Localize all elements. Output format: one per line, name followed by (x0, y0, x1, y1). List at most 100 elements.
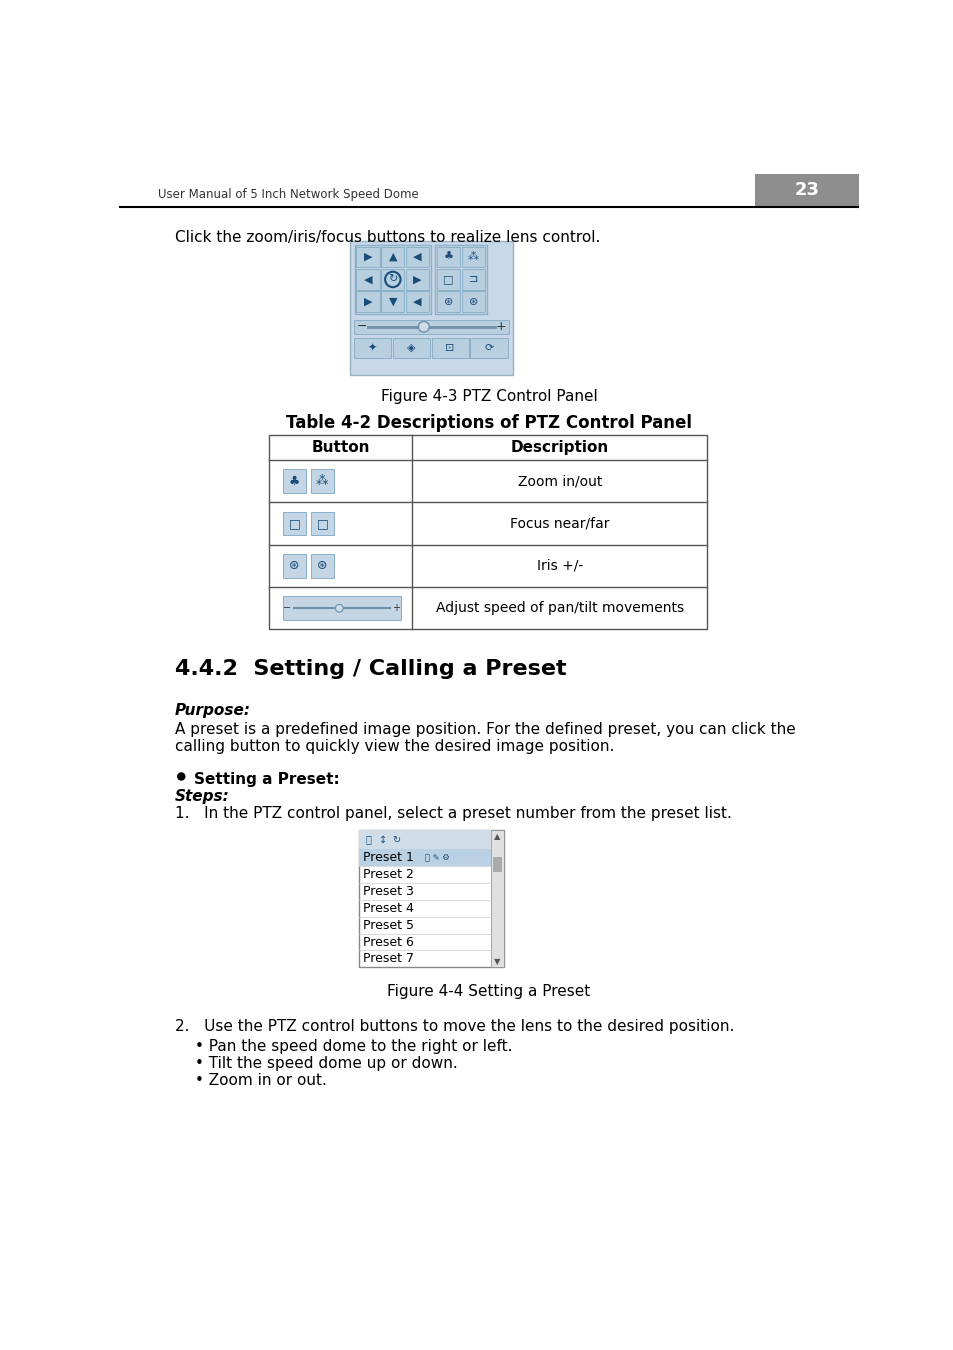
Text: A preset is a predefined image position. For the defined preset, you can click t: A preset is a predefined image position.… (174, 722, 795, 737)
Bar (359, 830, 503, 968)
Bar (461, 292, 484, 312)
Text: ▶: ▶ (363, 297, 372, 306)
Text: ▲: ▲ (494, 832, 500, 841)
Bar (356, 247, 379, 267)
Text: Adjust speed of pan/tilt movements: Adjust speed of pan/tilt movements (436, 601, 683, 616)
Bar (431, 339, 468, 358)
Text: ⁂: ⁂ (467, 252, 478, 262)
Bar (436, 247, 459, 267)
Text: Click the zoom/iris/focus buttons to realize lens control.: Click the zoom/iris/focus buttons to rea… (174, 230, 599, 244)
Text: Setting a Preset:: Setting a Preset: (193, 772, 339, 787)
Text: 📎: 📎 (366, 834, 372, 845)
Text: Zoom in/out: Zoom in/out (517, 474, 601, 489)
Bar (269, 435, 707, 629)
Bar (282, 470, 306, 493)
Bar (311, 470, 334, 493)
Text: +: + (392, 603, 399, 613)
Text: Figure 4-3 PTZ Control Panel: Figure 4-3 PTZ Control Panel (380, 389, 597, 404)
Text: ◀: ◀ (413, 297, 421, 306)
Text: calling button to quickly view the desired image position.: calling button to quickly view the desir… (174, 738, 614, 753)
Circle shape (177, 772, 185, 780)
Bar (354, 339, 391, 358)
Text: ⊡: ⊡ (445, 343, 455, 352)
Bar (491, 830, 503, 968)
Circle shape (418, 321, 429, 332)
Text: ↕: ↕ (378, 834, 386, 845)
Text: ⊛: ⊛ (468, 297, 477, 306)
Bar (350, 240, 513, 375)
Bar (754, 174, 858, 207)
Text: 23: 23 (793, 181, 819, 200)
Bar (406, 247, 429, 267)
Text: ▲: ▲ (388, 252, 396, 262)
Text: −: − (356, 320, 367, 333)
Text: ⁂: ⁂ (315, 475, 328, 487)
Bar (311, 554, 334, 578)
Bar (282, 554, 306, 578)
Bar (461, 247, 484, 267)
Text: Preset 1: Preset 1 (363, 850, 414, 864)
Text: ⊛: ⊛ (316, 559, 327, 572)
Text: □: □ (316, 517, 328, 531)
Bar (381, 247, 404, 267)
Bar (354, 320, 509, 333)
Circle shape (335, 605, 343, 612)
Bar (311, 512, 334, 536)
Text: 4.4.2  Setting / Calling a Preset: 4.4.2 Setting / Calling a Preset (174, 659, 566, 679)
Bar (406, 292, 429, 312)
Bar (359, 830, 491, 849)
Bar (406, 269, 429, 290)
Bar (493, 856, 501, 872)
Text: ⊛: ⊛ (443, 297, 453, 306)
Bar (355, 246, 431, 313)
Text: ♣: ♣ (289, 475, 299, 487)
Text: ◀: ◀ (363, 274, 372, 285)
Text: Figure 4-4 Setting a Preset: Figure 4-4 Setting a Preset (387, 984, 590, 999)
Text: Description: Description (510, 440, 608, 455)
Bar (282, 512, 306, 536)
Text: Preset 7: Preset 7 (363, 953, 414, 965)
Text: ▶: ▶ (413, 274, 421, 285)
Bar (436, 269, 459, 290)
Text: ◈: ◈ (407, 343, 416, 352)
Text: □: □ (443, 274, 454, 285)
Text: Preset 3: Preset 3 (363, 884, 414, 898)
Text: ↻: ↻ (393, 834, 400, 845)
Text: ◀: ◀ (413, 252, 421, 262)
Text: Button: Button (311, 440, 370, 455)
Bar (381, 269, 404, 290)
Text: 2.   Use the PTZ control buttons to move the lens to the desired position.: 2. Use the PTZ control buttons to move t… (174, 1019, 734, 1034)
Text: • Zoom in or out.: • Zoom in or out. (195, 1073, 327, 1088)
Bar (435, 246, 486, 313)
Text: ⟳: ⟳ (484, 343, 493, 352)
Bar (393, 339, 430, 358)
Text: Purpose:: Purpose: (174, 703, 251, 718)
Text: 1.   In the PTZ control panel, select a preset number from the preset list.: 1. In the PTZ control panel, select a pr… (174, 806, 731, 821)
Text: Steps:: Steps: (174, 788, 230, 803)
Bar (461, 269, 484, 290)
Text: ✦: ✦ (368, 343, 377, 352)
Bar (356, 269, 379, 290)
Text: Preset 4: Preset 4 (363, 902, 414, 915)
Text: +: + (496, 320, 506, 333)
Bar (470, 339, 507, 358)
Text: Preset 5: Preset 5 (363, 918, 414, 932)
Bar (282, 597, 400, 620)
Text: ➕ ✎ ⚙: ➕ ✎ ⚙ (425, 853, 450, 861)
Text: Table 4-2 Descriptions of PTZ Control Panel: Table 4-2 Descriptions of PTZ Control Pa… (286, 414, 691, 432)
Bar (381, 292, 404, 312)
Bar (359, 849, 491, 865)
Text: • Tilt the speed dome up or down.: • Tilt the speed dome up or down. (195, 1056, 457, 1071)
Text: −: − (283, 603, 292, 613)
Text: • Pan the speed dome to the right or left.: • Pan the speed dome to the right or lef… (195, 1040, 512, 1054)
Text: Iris +/-: Iris +/- (537, 559, 582, 572)
Text: ▼: ▼ (388, 297, 396, 306)
Text: ⊛: ⊛ (289, 559, 299, 572)
Text: ⊐: ⊐ (468, 274, 477, 285)
Text: □: □ (288, 517, 300, 531)
Text: Preset 2: Preset 2 (363, 868, 414, 880)
Bar (436, 292, 459, 312)
Text: ↻: ↻ (388, 274, 397, 285)
Text: ▼: ▼ (494, 957, 500, 965)
Text: ♣: ♣ (443, 252, 453, 262)
